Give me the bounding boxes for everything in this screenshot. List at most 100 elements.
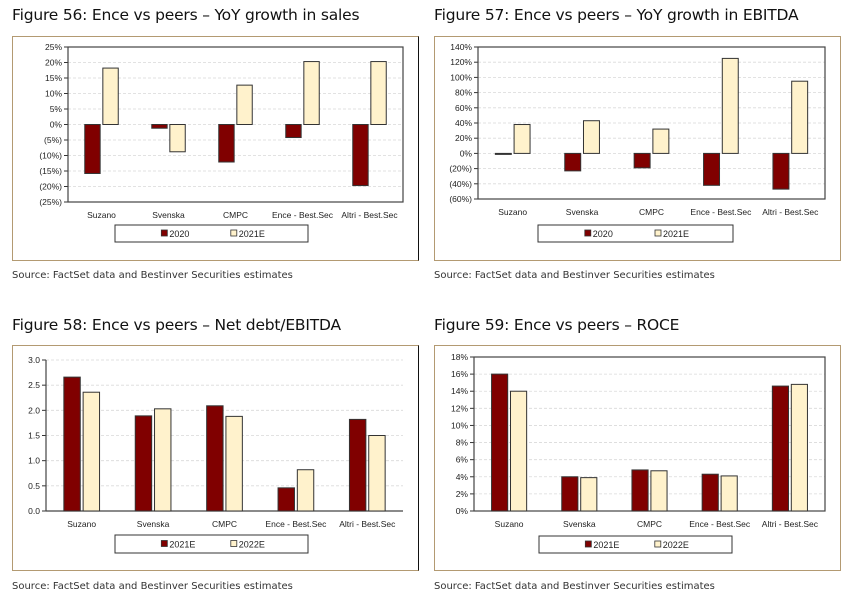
- y-tick-label: 1.0: [28, 456, 40, 466]
- bar-2021e-svenska: [134, 415, 153, 512]
- y-tick-label: 60%: [455, 103, 472, 113]
- legend-label: 2020: [593, 229, 613, 239]
- bar-2020-ence-best-sec: [285, 124, 302, 139]
- x-category-label: Ence - Best.Sec: [265, 519, 327, 529]
- legend-label: 2022E: [239, 540, 265, 550]
- y-tick-label: 5%: [50, 104, 63, 114]
- figure-57-frame: (60%) (40%) (20%) 0% 20% 40% 60% 80% 100% 120% 140…: [434, 36, 841, 261]
- plot-area-border: [477, 46, 826, 200]
- y-tick-label: 20%: [45, 58, 62, 68]
- bar-2020-suzano: [494, 152, 512, 155]
- bar-2021e-ence-best-sec: [721, 57, 739, 154]
- x-category-label: Ence - Best.Sec: [689, 519, 751, 529]
- bar-2020-altri-best-sec: [352, 124, 369, 187]
- legend-swatch-2021e: [654, 229, 662, 237]
- y-tick-label: 2.0: [28, 405, 40, 415]
- figure-59-title: Figure 59: Ence vs peers – ROCE: [434, 316, 680, 334]
- bar-2021e-cmpc: [236, 84, 253, 125]
- bar-2022e-suzano: [510, 390, 528, 512]
- bar-2022e-svenska: [154, 408, 172, 512]
- y-tick-label: (40%): [449, 179, 472, 189]
- legend-swatch-2020: [584, 229, 592, 237]
- y-tick-label: (5%): [44, 135, 62, 145]
- x-category-label: Svenska: [137, 519, 170, 529]
- x-category-label: Suzano: [495, 519, 524, 529]
- legend-label: 2022E: [663, 540, 689, 550]
- bar-2021e-cmpc: [206, 405, 224, 512]
- bar-2021e-ence-best-sec: [277, 487, 295, 512]
- legend-label: 2021E: [239, 229, 265, 239]
- figure-59-source: Source: FactSet data and Bestinver Secur…: [434, 581, 715, 592]
- bar-2021e-suzano: [491, 373, 509, 512]
- y-tick-label: 18%: [451, 352, 468, 362]
- y-tick-label: 0%: [50, 120, 63, 130]
- bar-2022e-cmpc: [650, 470, 668, 512]
- legend-swatch-2020: [160, 229, 168, 237]
- bar-2021e-ence-best-sec: [701, 473, 719, 512]
- bar-2021e-svenska: [582, 120, 600, 154]
- bar-2021e-suzano: [102, 67, 119, 125]
- y-tick-label: 2%: [456, 489, 469, 499]
- y-tick-label: 0.5: [28, 481, 40, 491]
- bar-2021e-altri-best-sec: [771, 385, 789, 512]
- figure-58-chart: 0.0 0.5 1.0 1.5 2.0 2.5 3.0 Suzano Svenska CMPC En…: [28, 355, 403, 554]
- bar-2021e-svenska: [169, 124, 186, 153]
- legend-box: [538, 535, 733, 554]
- x-category-label: Svenska: [152, 210, 185, 220]
- x-category-label: Suzano: [87, 210, 116, 220]
- bar-2020-cmpc: [633, 152, 651, 169]
- legend-box: [114, 534, 309, 554]
- bar-2022e-ence-best-sec: [296, 469, 315, 512]
- y-tick-label: 0.0: [28, 506, 40, 516]
- y-tick-label: (10%): [39, 151, 62, 161]
- y-tick-label: 2.5: [28, 380, 40, 390]
- figure-57-title: Figure 57: Ence vs peers – YoY growth in…: [434, 6, 799, 24]
- legend-box: [114, 224, 309, 243]
- plot-area-border: [67, 46, 404, 203]
- figure-56-source: Source: FactSet data and Bestinver Secur…: [12, 270, 293, 281]
- plot-area-border: [473, 356, 826, 512]
- y-tick-label: 16%: [451, 369, 468, 379]
- bar-2022e-altri-best-sec: [368, 435, 386, 512]
- y-tick-label: (20%): [39, 182, 62, 192]
- bar-2020-altri-best-sec: [772, 152, 790, 190]
- y-tick-label: 8%: [456, 438, 469, 448]
- figure-57-panel: Figure 57: Ence vs peers – YoY growth in…: [434, 6, 844, 296]
- figure-59-chart: 0% 2% 4% 6% 8% 10% 12% 14% 16% 18% Suzano Svenska CM…: [451, 352, 826, 554]
- x-category-label: Ence - Best.Sec: [272, 210, 334, 220]
- x-category-label: CMPC: [637, 519, 662, 529]
- x-category-label: Suzano: [67, 519, 96, 529]
- bar-2022e-suzano: [82, 391, 101, 512]
- bar-2021e-svenska: [561, 476, 579, 512]
- bar-2021e-altri-best-sec: [348, 418, 367, 512]
- x-category-label: CMPC: [212, 519, 237, 529]
- y-tick-label: 15%: [45, 73, 62, 83]
- y-tick-label: 25%: [45, 42, 62, 52]
- bar-2021e-altri-best-sec: [370, 61, 387, 125]
- figure-56-title: Figure 56: Ence vs peers – YoY growth in…: [12, 6, 360, 24]
- y-tick-label: 140%: [450, 42, 472, 52]
- y-tick-label: 20%: [455, 133, 472, 143]
- legend-swatch-2022e: [654, 540, 662, 548]
- figure-58-frame: 0.0 0.5 1.0 1.5 2.0 2.5 3.0 Suzano Svenska CMPC En…: [12, 345, 419, 571]
- y-tick-label: 1.5: [28, 431, 40, 441]
- x-category-label: Svenska: [563, 519, 596, 529]
- figure-58-title: Figure 58: Ence vs peers – Net debt/EBIT…: [12, 316, 341, 334]
- x-category-label: Suzano: [498, 207, 527, 217]
- y-tick-label: (15%): [39, 166, 62, 176]
- bar-2020-suzano: [84, 124, 101, 174]
- legend-label: 2021E: [593, 540, 619, 550]
- bar-2021e-suzano: [513, 124, 531, 154]
- y-tick-label: 3.0: [28, 355, 40, 365]
- figure-56-chart: (25%) (20%) (15%) (10%) (5%) 0% 5% 10% 15% 20% 25%…: [39, 42, 404, 243]
- figure-57-chart: (60%) (40%) (20%) 0% 20% 40% 60% 80% 100% 120% 140…: [449, 42, 826, 243]
- bar-2021e-cmpc: [631, 469, 649, 512]
- figure-58-panel: Figure 58: Ence vs peers – Net debt/EBIT…: [12, 316, 422, 605]
- figure-56-panel: Figure 56: Ence vs peers – YoY growth in…: [12, 6, 422, 296]
- bar-2022e-svenska: [580, 477, 598, 512]
- bar-2021e-ence-best-sec: [303, 61, 320, 125]
- bar-2020-svenska: [151, 124, 168, 129]
- x-category-label: Svenska: [566, 207, 599, 217]
- y-tick-label: 0%: [460, 148, 473, 158]
- y-tick-label: (20%): [449, 164, 472, 174]
